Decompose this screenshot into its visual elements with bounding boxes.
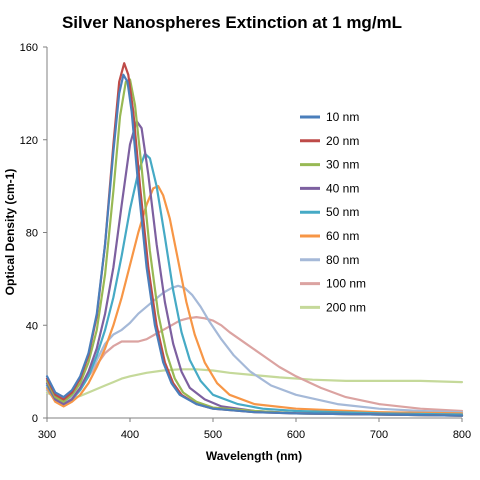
x-tick-label: 800 <box>453 429 471 441</box>
y-tick-label: 80 <box>26 228 38 240</box>
legend-label: 30 nm <box>326 158 359 172</box>
x-axis-label: Wavelength (nm) <box>206 449 302 463</box>
y-tick-label: 120 <box>20 135 38 147</box>
series-line-40-nm <box>45 120 464 417</box>
series-line-60-nm <box>45 185 464 415</box>
legend-label: 100 nm <box>326 277 366 291</box>
x-tick-label: 300 <box>38 429 56 441</box>
legend-label: 50 nm <box>326 205 359 219</box>
legend-label: 20 nm <box>326 134 359 148</box>
chart-title: Silver Nanospheres Extinction at 1 mg/mL <box>62 13 402 32</box>
legend-label: 80 nm <box>326 253 359 267</box>
x-tick-label: 600 <box>287 429 305 441</box>
x-tick-label: 500 <box>204 429 222 441</box>
y-axis-label: Optical Density (cm-1) <box>3 169 17 296</box>
series-line-50-nm <box>45 152 464 416</box>
legend-label: 40 nm <box>326 181 359 195</box>
axes: 0 40 80 120 160 300 400 500 600 700 800 <box>20 42 472 441</box>
legend: 10 nm 20 nm 30 nm 40 nm 50 nm 60 nm 80 nm 100 n… <box>300 110 366 314</box>
y-tick-label: 0 <box>32 413 38 425</box>
series-line-30-nm <box>45 78 464 417</box>
legend-label: 200 nm <box>326 300 366 314</box>
y-tick-label: 160 <box>20 42 38 54</box>
x-tick-label: 400 <box>121 429 139 441</box>
legend-label: 10 nm <box>326 110 359 124</box>
plot-series <box>45 62 464 417</box>
series-line-100-nm <box>45 316 464 413</box>
legend-label: 60 nm <box>326 229 359 243</box>
y-tick-label: 40 <box>26 320 38 332</box>
series-line-10-nm <box>45 73 464 417</box>
x-tick-label: 700 <box>370 429 388 441</box>
